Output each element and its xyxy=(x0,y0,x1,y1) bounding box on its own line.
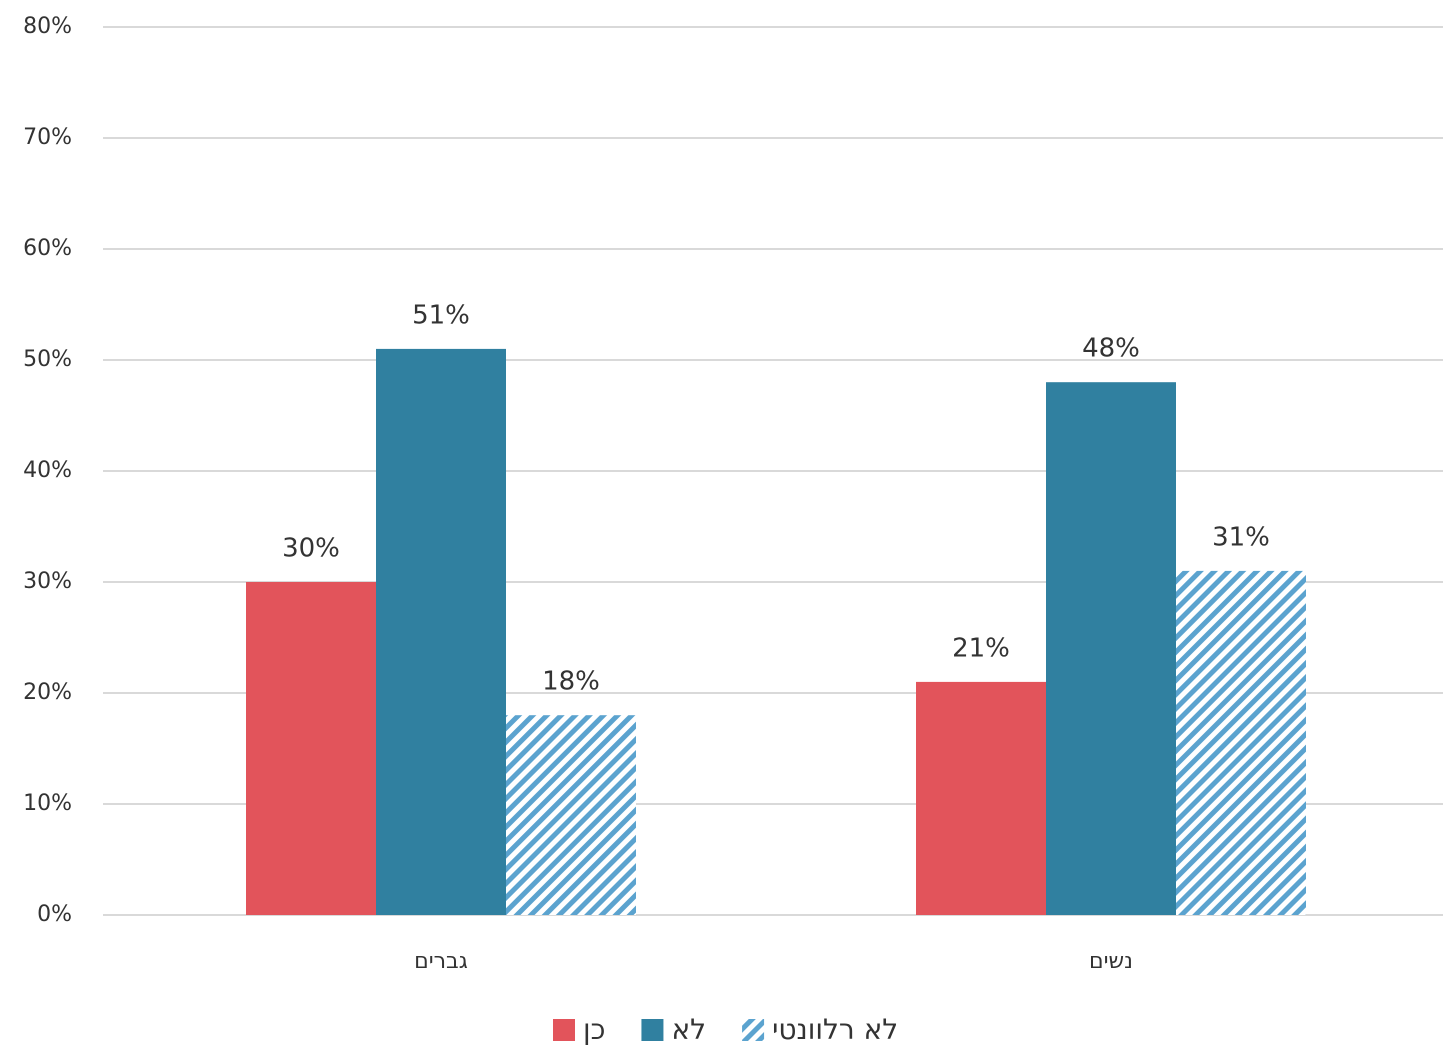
legend-swatch xyxy=(641,1019,664,1041)
y-tick-label: 60% xyxy=(23,236,72,261)
value-label: 18% xyxy=(542,667,600,697)
y-tick-label: 20% xyxy=(23,680,72,705)
y-tick-label: 40% xyxy=(23,458,72,483)
legend-swatch xyxy=(553,1019,575,1041)
y-tick-label: 50% xyxy=(23,347,72,372)
legend-swatch xyxy=(742,1019,765,1041)
y-tick-label: 30% xyxy=(23,569,72,594)
value-label: 48% xyxy=(1082,334,1140,364)
bar xyxy=(376,348,506,915)
bar xyxy=(1046,382,1176,915)
bar xyxy=(246,582,376,915)
value-label: 51% xyxy=(412,300,470,330)
value-label: 30% xyxy=(282,534,340,564)
bar xyxy=(506,715,636,915)
y-tick-label: 80% xyxy=(23,14,72,39)
y-tick-label: 70% xyxy=(23,125,72,150)
bar xyxy=(1176,570,1306,915)
value-label: 21% xyxy=(952,633,1010,663)
legend-label: כן xyxy=(583,1013,605,1046)
bar xyxy=(916,681,1046,915)
x-tick-label: גברים xyxy=(414,949,468,974)
legend-label: לא xyxy=(671,1013,706,1046)
value-label: 31% xyxy=(1212,522,1270,552)
y-tick-label: 0% xyxy=(37,902,72,927)
legend-label: לא רלוונטי xyxy=(772,1013,898,1046)
x-tick-label: נשים xyxy=(1089,949,1133,974)
y-tick-label: 10% xyxy=(23,791,72,816)
